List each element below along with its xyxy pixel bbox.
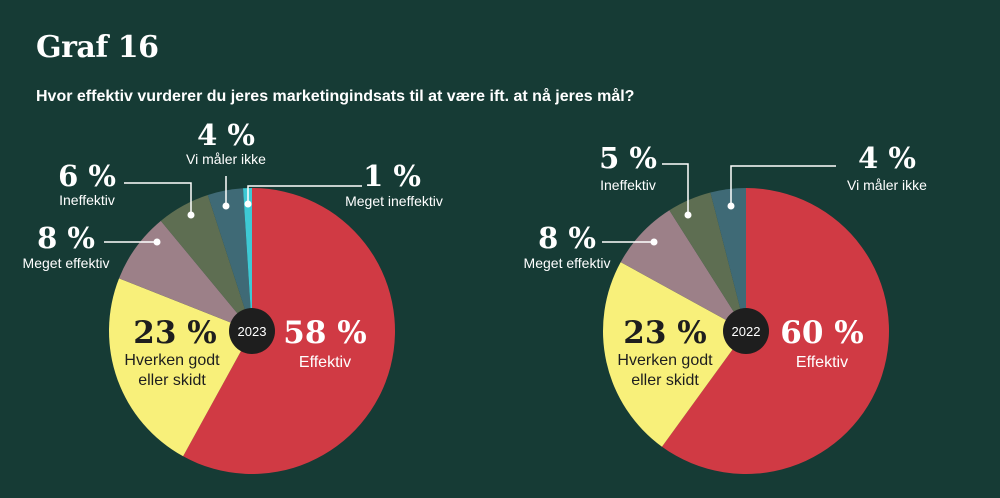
callout-vi-maaler-ikke-2022: Vi måler ikke xyxy=(847,177,927,193)
callout-dot xyxy=(727,202,735,210)
pie-slice-hverken-godt-eller-skidt-2022 xyxy=(603,262,746,447)
callout-meget-effektiv-2022-pct: 8 % xyxy=(538,221,596,255)
callout-ineffektiv-2023: Ineffektiv xyxy=(59,192,115,208)
data-label-effektiv-2023-pct: 58 % xyxy=(283,315,366,351)
data-label-hverken-2022-pct: 23 % xyxy=(623,315,706,351)
callout-dot xyxy=(153,238,161,246)
callout-lines-2023 xyxy=(104,176,362,243)
callout-vi-maaler-ikke-2023: Vi måler ikke xyxy=(186,151,266,167)
callout-meget-ineffektiv-2023-pct: 1 % xyxy=(363,159,421,193)
data-label-effektiv-2022: Effektiv xyxy=(796,354,848,371)
pie-slice-effektiv-2023 xyxy=(183,188,396,475)
chart-subtitle: Hvor effektiv vurderer du jeres marketin… xyxy=(36,88,635,105)
leader-line-meget-ineffektiv-2023 xyxy=(247,185,362,204)
callout-vi-maaler-ikke-2022-pct: 4 % xyxy=(858,141,916,175)
center-disc-2023 xyxy=(229,308,275,354)
data-label-hverken-2023-line1: Hverken godt xyxy=(124,352,220,369)
callout-dot xyxy=(650,238,658,246)
leader-line-ineffektiv-2022 xyxy=(662,163,689,215)
pie-slice-vi-maaler-ikke-2023 xyxy=(207,188,252,331)
chart-title: Graf 16 xyxy=(36,30,159,65)
callout-ineffektiv-2023-pct: 6 % xyxy=(58,159,116,193)
callout-dot xyxy=(222,202,230,210)
leader-line-ineffektiv-2023 xyxy=(124,182,192,215)
year-label-2022: 2022 xyxy=(732,324,761,339)
callout-vi-maaler-ikke-2023-pct: 4 % xyxy=(197,118,255,152)
pie-slice-effektiv-2022 xyxy=(661,188,890,474)
callout-meget-effektiv-2023-pct: 8 % xyxy=(37,221,95,255)
data-label-hverken-2023-line2: eller skidt xyxy=(138,372,206,389)
pie-slice-hverken-godt-eller-skidt-2023 xyxy=(108,278,252,457)
callout-meget-ineffektiv-2023: Meget ineffektiv xyxy=(345,193,443,209)
pie-chart-2023 xyxy=(108,188,396,475)
data-label-hverken-2022-line2: eller skidt xyxy=(631,372,699,389)
callout-dot xyxy=(187,211,195,219)
callout-ineffektiv-2022-pct: 5 % xyxy=(599,141,657,175)
year-label-2023: 2023 xyxy=(238,324,267,339)
callout-dots-2022 xyxy=(650,202,735,246)
callout-dot xyxy=(244,200,252,208)
callout-meget-effektiv-2023: Meget effektiv xyxy=(23,255,110,271)
pie-slice-vi-maaler-ikke-2022 xyxy=(710,187,746,331)
data-label-hverken-2023-pct: 23 % xyxy=(133,315,216,351)
pie-slice-ineffektiv-2023 xyxy=(160,195,252,331)
callout-meget-effektiv-2022: Meget effektiv xyxy=(524,255,611,271)
data-label-hverken-2022-line1: Hverken godt xyxy=(617,352,713,369)
center-disc-2022 xyxy=(723,308,769,354)
leader-line-vi-maaler-ikke-2022 xyxy=(730,165,836,206)
data-label-effektiv-2023: Effektiv xyxy=(299,354,351,371)
pie-slice-meget-effektiv-2023 xyxy=(119,220,252,331)
callout-ineffektiv-2022: Ineffektiv xyxy=(600,177,656,193)
callout-dot xyxy=(684,211,692,219)
callout-dots-2023 xyxy=(153,200,252,246)
pie-slice-ineffektiv-2022 xyxy=(669,192,746,331)
callout-lines-2022 xyxy=(602,163,836,243)
pie-slice-meget-ineffektiv-2023 xyxy=(243,188,252,331)
data-label-effektiv-2022-pct: 60 % xyxy=(780,315,863,351)
